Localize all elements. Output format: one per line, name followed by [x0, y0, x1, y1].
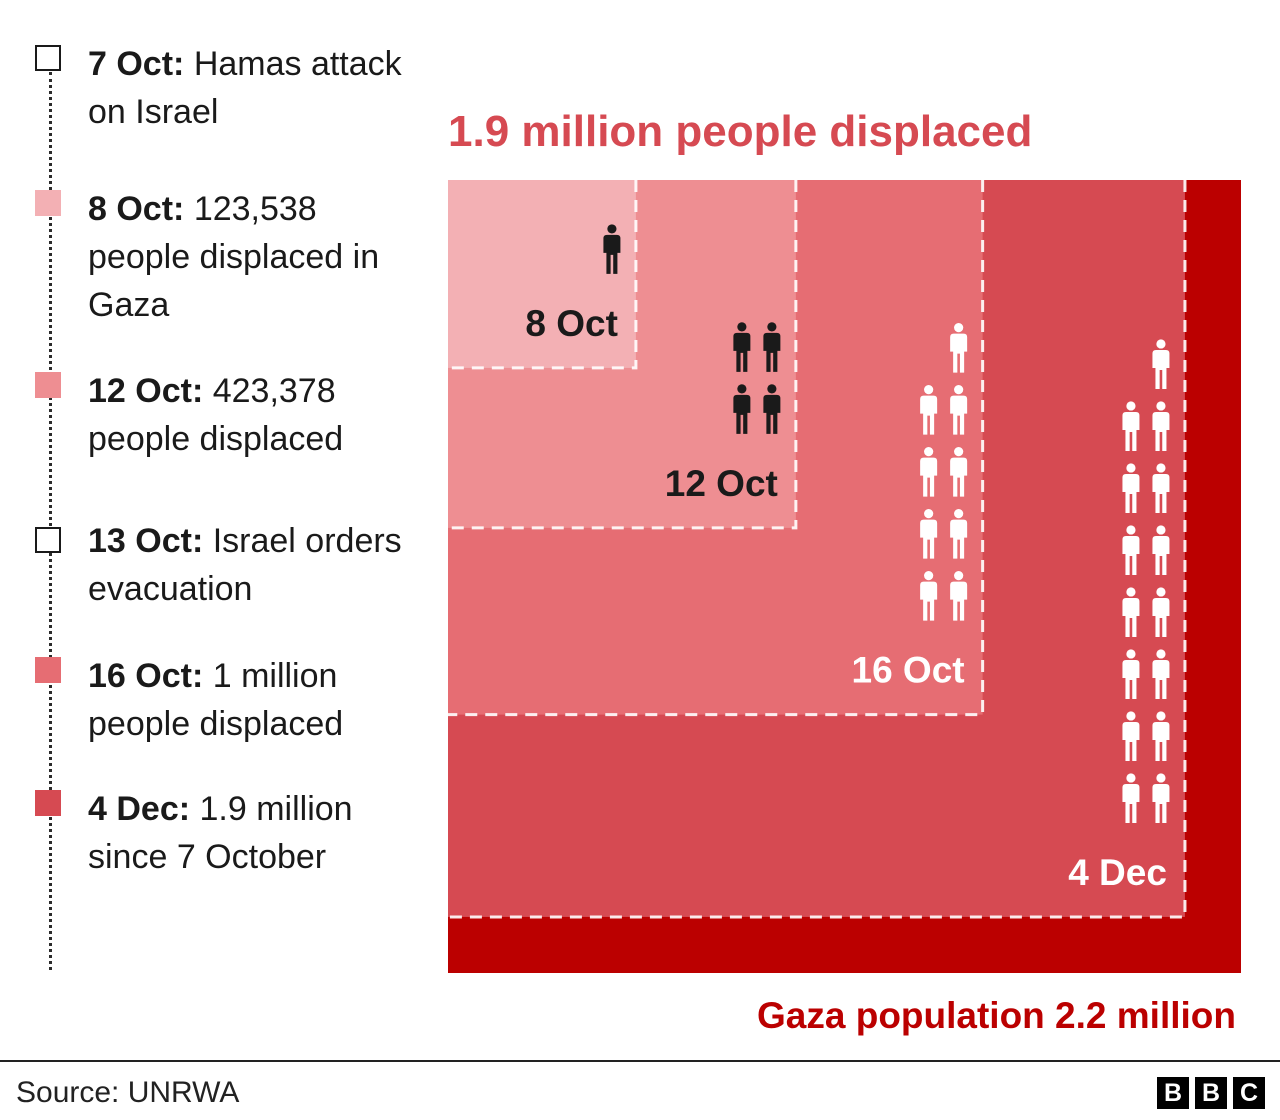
legend-text: 7 Oct: Hamas attack on Israel — [88, 40, 418, 136]
legend-swatch — [35, 45, 61, 71]
legend-text: 12 Oct: 423,378 people displaced — [88, 367, 418, 463]
series-label: 12 Oct — [665, 463, 778, 504]
timeline-line — [49, 72, 52, 970]
population-label: Gaza population 2.2 million — [757, 995, 1236, 1036]
legend-date: 4 Dec: — [88, 790, 191, 828]
legend-swatch — [35, 657, 61, 683]
area-8-oct — [448, 180, 636, 368]
area-boundary — [448, 180, 798, 530]
legend-text: 4 Dec: 1.9 million since 7 October — [88, 785, 418, 881]
legend-description: 123,538 people displaced in Gaza — [88, 190, 380, 324]
footer-divider — [0, 1060, 1280, 1062]
legend-text: 16 Oct: 1 million people displaced — [88, 652, 418, 748]
bbc-logo-block: B — [1195, 1077, 1227, 1109]
legend-swatch — [35, 527, 61, 553]
legend-text: 13 Oct: Israel orders evacuation — [88, 517, 418, 613]
source-text: Source: UNRWA — [16, 1076, 240, 1109]
legend-description: Israel orders evacuation — [88, 522, 402, 608]
legend-date: 12 Oct: — [88, 372, 204, 410]
bbc-logo-block: B — [1157, 1077, 1189, 1109]
bbc-logo-block: C — [1233, 1077, 1265, 1109]
series-label: 8 Oct — [525, 303, 618, 344]
legend-description: Hamas attack on Israel — [88, 45, 402, 131]
legend-date: 8 Oct: — [88, 190, 185, 228]
legend-date: 7 Oct: — [88, 45, 185, 83]
series-label: 4 Dec — [1068, 852, 1167, 893]
legend-description: 423,378 people displaced — [88, 372, 344, 458]
chart-headline: 1.9 million people displaced — [448, 107, 1033, 156]
legend-text: 8 Oct: 123,538 people displaced in Gaza — [88, 185, 418, 329]
displacement-chart: 8 Oct 12 Oct 16 Oct 4 Dec — [448, 180, 1241, 973]
legend-swatch — [35, 190, 61, 216]
legend-swatch — [35, 790, 61, 816]
legend-description: 1 million people displaced — [88, 657, 344, 743]
legend-date: 13 Oct: — [88, 522, 204, 560]
legend-swatch — [35, 372, 61, 398]
area-boundary — [448, 180, 638, 370]
series-label: 16 Oct — [852, 650, 965, 691]
area-boundary — [448, 180, 1187, 919]
legend-date: 16 Oct: — [88, 657, 204, 695]
legend-description: 1.9 million since 7 October — [88, 790, 353, 876]
area-boundary — [448, 180, 985, 717]
